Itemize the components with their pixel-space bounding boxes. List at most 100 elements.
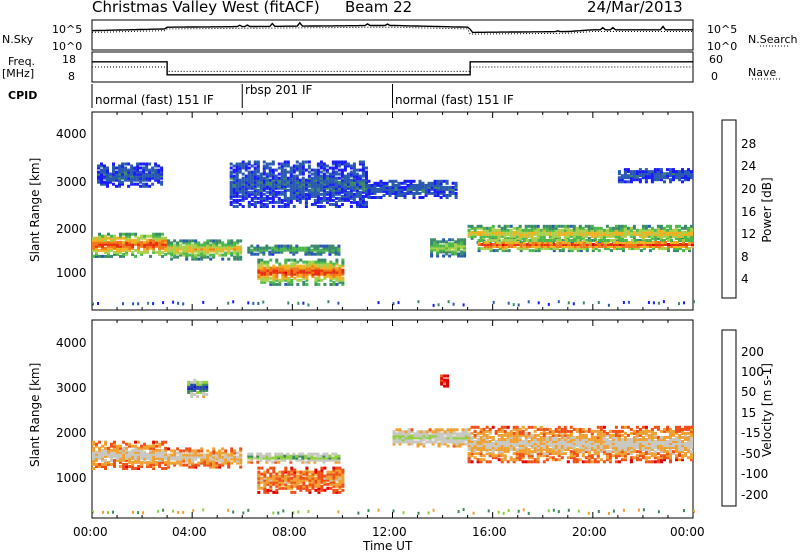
heat-cell — [442, 179, 446, 183]
heat-cell — [328, 198, 332, 202]
heat-cell — [476, 458, 480, 462]
heat-cell — [536, 224, 540, 228]
heat-cell — [179, 463, 183, 467]
heat-cell — [308, 260, 312, 264]
heat-cell — [322, 178, 326, 182]
heat-cell — [500, 433, 504, 437]
heat-cell — [587, 230, 591, 234]
heat-cell — [558, 249, 562, 253]
heat-cell — [256, 252, 260, 256]
heat-cell — [161, 450, 165, 454]
heat-cell — [476, 448, 480, 452]
heat-cell — [329, 282, 333, 286]
heat-cell — [358, 196, 362, 200]
heat-cell — [642, 243, 646, 246]
heat-cell — [319, 192, 323, 196]
heat-cell — [334, 184, 338, 188]
heat-cell — [422, 432, 426, 436]
heat-cell — [430, 187, 434, 191]
heat-cell — [566, 435, 570, 439]
heat-cell — [545, 435, 549, 439]
heat-cell — [584, 438, 588, 441]
heat-cell — [167, 447, 171, 451]
heat-cell — [160, 182, 164, 186]
heat-cell — [326, 272, 330, 276]
heat-cell — [197, 249, 201, 253]
heat-cell — [512, 431, 516, 435]
heat-cell — [110, 246, 113, 250]
heat-cell — [283, 246, 287, 250]
heat-cell — [262, 205, 266, 208]
heat-cell — [301, 164, 305, 168]
heat-cell — [283, 244, 287, 248]
heat-cell — [137, 458, 141, 462]
heat-cell — [244, 184, 248, 188]
heat-cell — [334, 454, 338, 458]
heat-cell — [622, 301, 625, 304]
heat-cell — [266, 490, 270, 494]
heat-cell — [328, 166, 332, 170]
heat-cell — [170, 455, 174, 459]
heat-cell — [308, 484, 312, 488]
heat-cell — [334, 192, 338, 196]
heat-cell — [253, 196, 257, 200]
heat-cell — [188, 239, 192, 243]
heat-cell — [660, 241, 664, 244]
heat-cell — [638, 446, 642, 450]
heat-cell — [101, 236, 104, 240]
heat-cell — [621, 241, 625, 244]
heat-cell — [410, 434, 414, 438]
heat-cell — [230, 455, 234, 459]
heat-cell — [329, 478, 333, 482]
heat-cell — [560, 444, 564, 448]
heat-cell — [128, 238, 132, 242]
heat-cell — [274, 168, 278, 172]
heat-cell — [206, 247, 210, 251]
heat-cell — [552, 243, 556, 246]
heat-cell — [290, 280, 294, 284]
heat-cell — [304, 180, 308, 184]
heat-cell — [164, 246, 168, 250]
heat-cell — [653, 236, 657, 240]
heat-cell — [281, 276, 285, 280]
heat-cell — [173, 449, 177, 453]
heat-cell — [118, 180, 121, 184]
heat-cell — [320, 466, 324, 470]
heat-cell — [118, 168, 121, 172]
heat-cell — [238, 186, 242, 190]
heat-cell — [430, 181, 434, 185]
heat-cell — [641, 452, 645, 456]
heat-cell — [137, 246, 141, 250]
heat-cell — [687, 234, 690, 238]
heat-cell — [310, 182, 314, 186]
heat-cell — [176, 249, 180, 253]
heat-cell — [346, 162, 350, 166]
heat-cell — [650, 172, 654, 176]
heat-cell — [582, 301, 585, 305]
heat-cell — [316, 250, 320, 254]
heat-cell — [335, 484, 339, 488]
heat-cell — [334, 246, 338, 250]
heat-cell — [256, 200, 260, 204]
heat-cell — [116, 242, 119, 246]
heat-cell — [620, 448, 624, 452]
heat-cell — [229, 182, 233, 186]
heat-cell — [98, 448, 101, 452]
heat-cell — [311, 266, 315, 270]
heat-cell — [557, 234, 561, 238]
heat-cell — [182, 455, 186, 459]
heat-cell — [154, 176, 158, 180]
heat-cell — [596, 435, 600, 439]
heat-cell — [107, 460, 110, 464]
heat-cell — [143, 250, 147, 254]
heat-cell — [545, 228, 549, 232]
heat-cell — [653, 234, 657, 238]
heat-cell — [173, 255, 177, 259]
heat-cell — [119, 254, 122, 258]
heat-cell — [185, 251, 189, 255]
heat-cell — [361, 178, 365, 182]
heat-cell — [280, 180, 284, 184]
heat-cell — [293, 260, 297, 264]
heat-cell — [236, 255, 240, 259]
heat-cell — [308, 482, 312, 486]
